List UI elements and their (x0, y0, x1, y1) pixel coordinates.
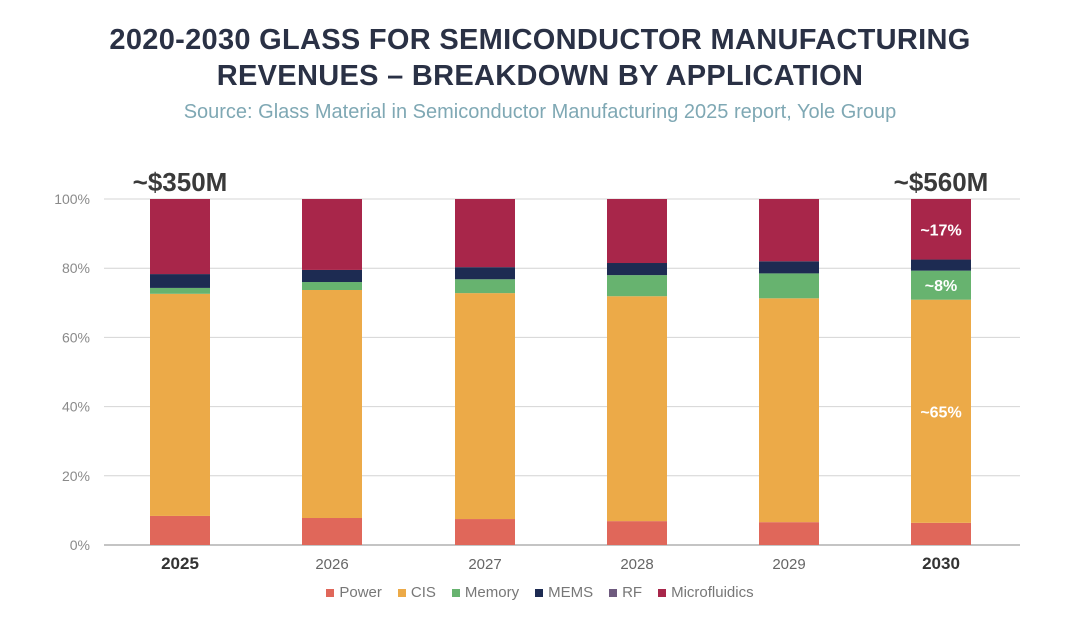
y-tick-label: 80% (62, 260, 90, 276)
bar-segment-power (911, 522, 971, 545)
total-revenue-label: ~$350M (133, 167, 228, 197)
legend-swatch (535, 588, 544, 597)
bar-segment-cis (759, 298, 819, 523)
bar-segment-power (302, 518, 362, 545)
bar-segment-microfluidics (607, 199, 667, 264)
bar-segment-memory (455, 279, 515, 294)
bar-segment-cis (911, 299, 971, 523)
legend-item: MEMS (535, 584, 593, 601)
y-tick-label: 20% (62, 468, 90, 484)
legend-swatch (397, 588, 406, 597)
bar-segment-mems (607, 263, 667, 276)
x-tick-label: 2027 (468, 556, 501, 573)
legend-swatch (451, 588, 460, 597)
bar-segment-memory (150, 287, 210, 294)
bar-segment-cis (607, 296, 667, 522)
legend-label: CIS (410, 584, 436, 601)
bar-segment-power (455, 519, 515, 545)
total-revenue-label: ~$560M (894, 167, 989, 197)
legend-swatch (609, 588, 618, 597)
segment-share-label: ~17% (920, 222, 961, 239)
legend-label: RF (622, 584, 643, 601)
legend-item: CIS (397, 584, 436, 601)
bar-segment-mems (759, 261, 819, 274)
legend: Power CIS Memory MEMS RF Microfluidics (0, 584, 1080, 601)
legend-label: Microfluidics (671, 584, 754, 601)
bar-segment-memory (302, 282, 362, 290)
bar-segment-cis (302, 289, 362, 519)
x-tick-label: 2030 (922, 554, 960, 573)
legend-label: Memory (464, 584, 520, 601)
x-tick-label: 2029 (772, 556, 805, 573)
legend-item: Microfluidics (658, 584, 754, 601)
bar-segment-power (759, 522, 819, 545)
bar-segment-memory (607, 275, 667, 297)
x-tick-label: 2028 (620, 556, 653, 573)
bar-segment-mems (911, 259, 971, 271)
legend-item: Memory (451, 584, 520, 601)
bar-segment-power (150, 515, 210, 545)
legend-label: MEMS (548, 584, 594, 601)
x-tick-label: 2026 (315, 556, 348, 573)
bar-segment-memory (911, 270, 971, 300)
bar-segment-microfluidics (911, 199, 971, 260)
y-tick-label: 100% (54, 191, 90, 207)
chart-title-line-1: 2020-2030 GLASS FOR SEMICONDUCTOR MANUFA… (109, 24, 971, 56)
x-tick-label: 2025 (161, 554, 199, 573)
segment-share-label: ~8% (925, 278, 957, 295)
bar-segment-microfluidics (759, 199, 819, 262)
bar-segment-microfluidics (455, 199, 515, 268)
chart-title-line-2: REVENUES – BREAKDOWN BY APPLICATION (216, 60, 864, 92)
bar-segment-cis (150, 293, 210, 516)
bar-segment-cis (455, 293, 515, 520)
legend-item: RF (609, 584, 642, 601)
y-tick-label: 60% (62, 329, 90, 345)
legend-item: Power (326, 584, 382, 601)
bar-segment-power (607, 521, 667, 545)
bar-segment-mems (302, 269, 362, 283)
bar-segment-microfluidics (302, 199, 362, 270)
bar-segment-mems (455, 267, 515, 280)
y-tick-label: 40% (62, 399, 90, 415)
segment-share-label: ~65% (920, 404, 961, 421)
bar-segment-mems (150, 274, 210, 288)
legend-label: Power (339, 584, 382, 601)
legend-swatch (658, 588, 667, 597)
bar-segment-memory (759, 273, 819, 299)
y-tick-label: 0% (70, 537, 90, 553)
bar-segment-microfluidics (150, 199, 210, 275)
chart-subtitle: Source: Glass Material in Semiconductor … (183, 101, 897, 123)
legend-swatch (326, 588, 335, 597)
